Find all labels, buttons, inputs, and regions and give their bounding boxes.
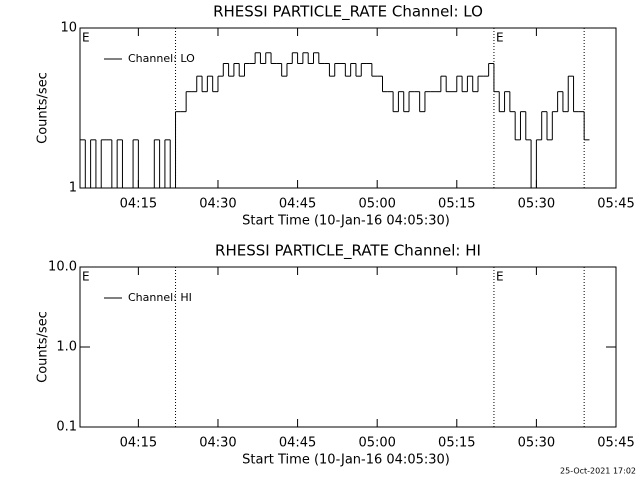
y-axis-label: Counts/sec — [36, 72, 51, 144]
annotation: E — [496, 270, 504, 284]
x-tick-label: 05:00 — [358, 197, 395, 212]
annotation: E — [496, 31, 504, 45]
x-tick-label: 05:30 — [518, 197, 555, 212]
x-tick-label: 05:45 — [597, 436, 634, 451]
footer: 25-Oct-2021 17:02 — [560, 467, 636, 476]
x-tick-label: 04:45 — [279, 436, 316, 451]
chart-title: RHESSI PARTICLE_RATE Channel: HI — [215, 242, 481, 261]
x-tick-label: 04:45 — [279, 197, 316, 212]
legend-label: Channel: LO — [128, 52, 195, 65]
chart-title: RHESSI PARTICLE_RATE Channel: LO — [213, 3, 483, 22]
x-tick-label: 04:15 — [120, 197, 157, 212]
x-axis-label: Start Time (10-Jan-16 04:05:30) — [242, 453, 450, 468]
y-tick-label: 1 — [69, 181, 77, 196]
x-tick-label: 05:45 — [597, 197, 634, 212]
x-tick-label: 05:15 — [438, 197, 475, 212]
y-tick-label: 10 — [60, 21, 77, 36]
plot-frame — [79, 27, 617, 189]
y-tick-label: 10.0 — [48, 260, 77, 275]
y-tick-label: 1.0 — [56, 340, 77, 355]
x-tick-label: 05:30 — [518, 436, 555, 451]
x-tick-label: 04:30 — [199, 436, 236, 451]
legend-label: Channel: HI — [128, 291, 192, 304]
y-tick-label: 0.1 — [56, 420, 77, 435]
annotation: E — [82, 31, 90, 45]
y-axis-label: Counts/sec — [36, 311, 51, 383]
x-axis-label: Start Time (10-Jan-16 04:05:30) — [242, 214, 450, 229]
x-tick-label: 04:15 — [120, 436, 157, 451]
x-tick-label: 04:30 — [199, 197, 236, 212]
annotation: E — [82, 270, 90, 284]
x-tick-label: 05:15 — [438, 436, 475, 451]
x-tick-label: 05:00 — [358, 436, 395, 451]
